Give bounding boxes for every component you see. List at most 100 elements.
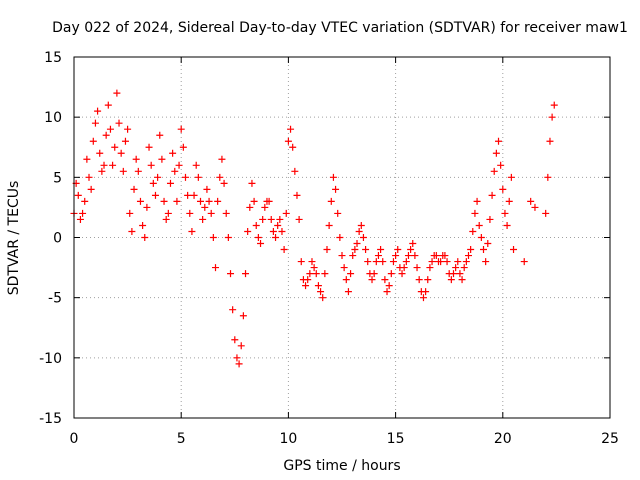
data-point <box>347 270 355 278</box>
data-point <box>392 252 400 260</box>
data-point <box>404 252 412 260</box>
data-point <box>495 137 503 145</box>
data-point <box>531 203 539 211</box>
y-tick-label: 15 <box>44 50 62 66</box>
data-point <box>265 197 273 205</box>
data-point <box>317 288 325 296</box>
data-point <box>527 197 535 205</box>
data-point <box>426 264 434 272</box>
data-point <box>282 209 290 217</box>
data-point <box>171 167 179 175</box>
data-point <box>385 282 393 290</box>
data-point <box>452 264 460 272</box>
data-point <box>194 173 202 181</box>
data-point <box>81 197 89 205</box>
data-point <box>542 209 550 217</box>
data-point <box>443 258 451 266</box>
x-tick-label: 15 <box>387 431 405 447</box>
data-point <box>329 173 337 181</box>
data-point <box>98 167 106 175</box>
data-point <box>432 252 440 260</box>
data-point <box>207 209 215 217</box>
data-point <box>248 179 256 187</box>
data-point <box>482 258 490 266</box>
data-point <box>460 264 468 272</box>
data-point <box>145 143 153 151</box>
data-point <box>353 240 361 248</box>
data-point <box>312 270 320 278</box>
data-point <box>104 101 112 109</box>
data-point <box>501 209 509 217</box>
data-point <box>115 119 123 127</box>
data-point <box>344 288 352 296</box>
data-point <box>310 264 318 272</box>
data-point <box>362 246 370 254</box>
data-point <box>280 246 288 254</box>
data-point <box>394 246 402 254</box>
data-point <box>287 125 295 133</box>
data-point <box>250 197 258 205</box>
y-tick-label: 0 <box>53 231 62 247</box>
data-point <box>177 125 185 133</box>
data-point <box>96 149 104 157</box>
data-point <box>351 246 359 254</box>
data-point <box>381 276 389 284</box>
data-point <box>332 185 340 193</box>
data-point <box>261 203 269 211</box>
data-point <box>201 203 209 211</box>
data-point <box>342 276 350 284</box>
data-point <box>409 240 417 248</box>
data-point <box>477 234 485 241</box>
data-point <box>235 360 243 368</box>
data-point <box>486 215 494 223</box>
data-point <box>227 270 235 278</box>
data-point <box>428 258 436 266</box>
data-point <box>121 137 129 145</box>
data-point <box>419 294 427 302</box>
data-point <box>119 167 127 175</box>
data-point <box>325 221 333 229</box>
data-point <box>257 240 265 248</box>
data-point <box>139 221 147 229</box>
data-point <box>370 270 378 278</box>
data-point <box>244 227 252 235</box>
data-point <box>164 209 172 217</box>
data-point <box>136 197 144 205</box>
data-point <box>284 137 292 145</box>
data-point <box>400 264 408 272</box>
data-point <box>424 276 432 284</box>
data-point <box>239 312 247 320</box>
data-point <box>224 234 232 241</box>
data-point <box>160 197 168 205</box>
data-point <box>278 227 286 235</box>
data-point <box>218 155 226 163</box>
data-point <box>276 215 284 223</box>
data-point <box>254 234 262 241</box>
data-point <box>76 215 84 223</box>
data-point <box>469 227 477 235</box>
data-point <box>109 161 117 169</box>
data-point <box>372 258 380 266</box>
data-point <box>162 215 170 223</box>
data-point <box>199 215 207 223</box>
data-point <box>377 246 385 254</box>
data-point <box>100 161 108 169</box>
data-point <box>507 173 515 181</box>
x-tick-label: 25 <box>601 431 619 447</box>
data-point <box>149 179 157 187</box>
data-point <box>83 155 91 163</box>
data-point <box>441 252 449 260</box>
data-point <box>336 234 344 241</box>
data-point <box>130 185 138 193</box>
data-point <box>467 246 475 254</box>
data-point <box>252 221 260 229</box>
data-point <box>464 252 472 260</box>
data-point <box>383 288 391 296</box>
data-point <box>147 161 155 169</box>
data-point <box>389 258 397 266</box>
data-point <box>246 203 254 211</box>
data-point <box>85 173 93 181</box>
x-tick-label: 0 <box>70 431 79 447</box>
data-point <box>458 276 466 284</box>
data-point <box>186 209 194 217</box>
